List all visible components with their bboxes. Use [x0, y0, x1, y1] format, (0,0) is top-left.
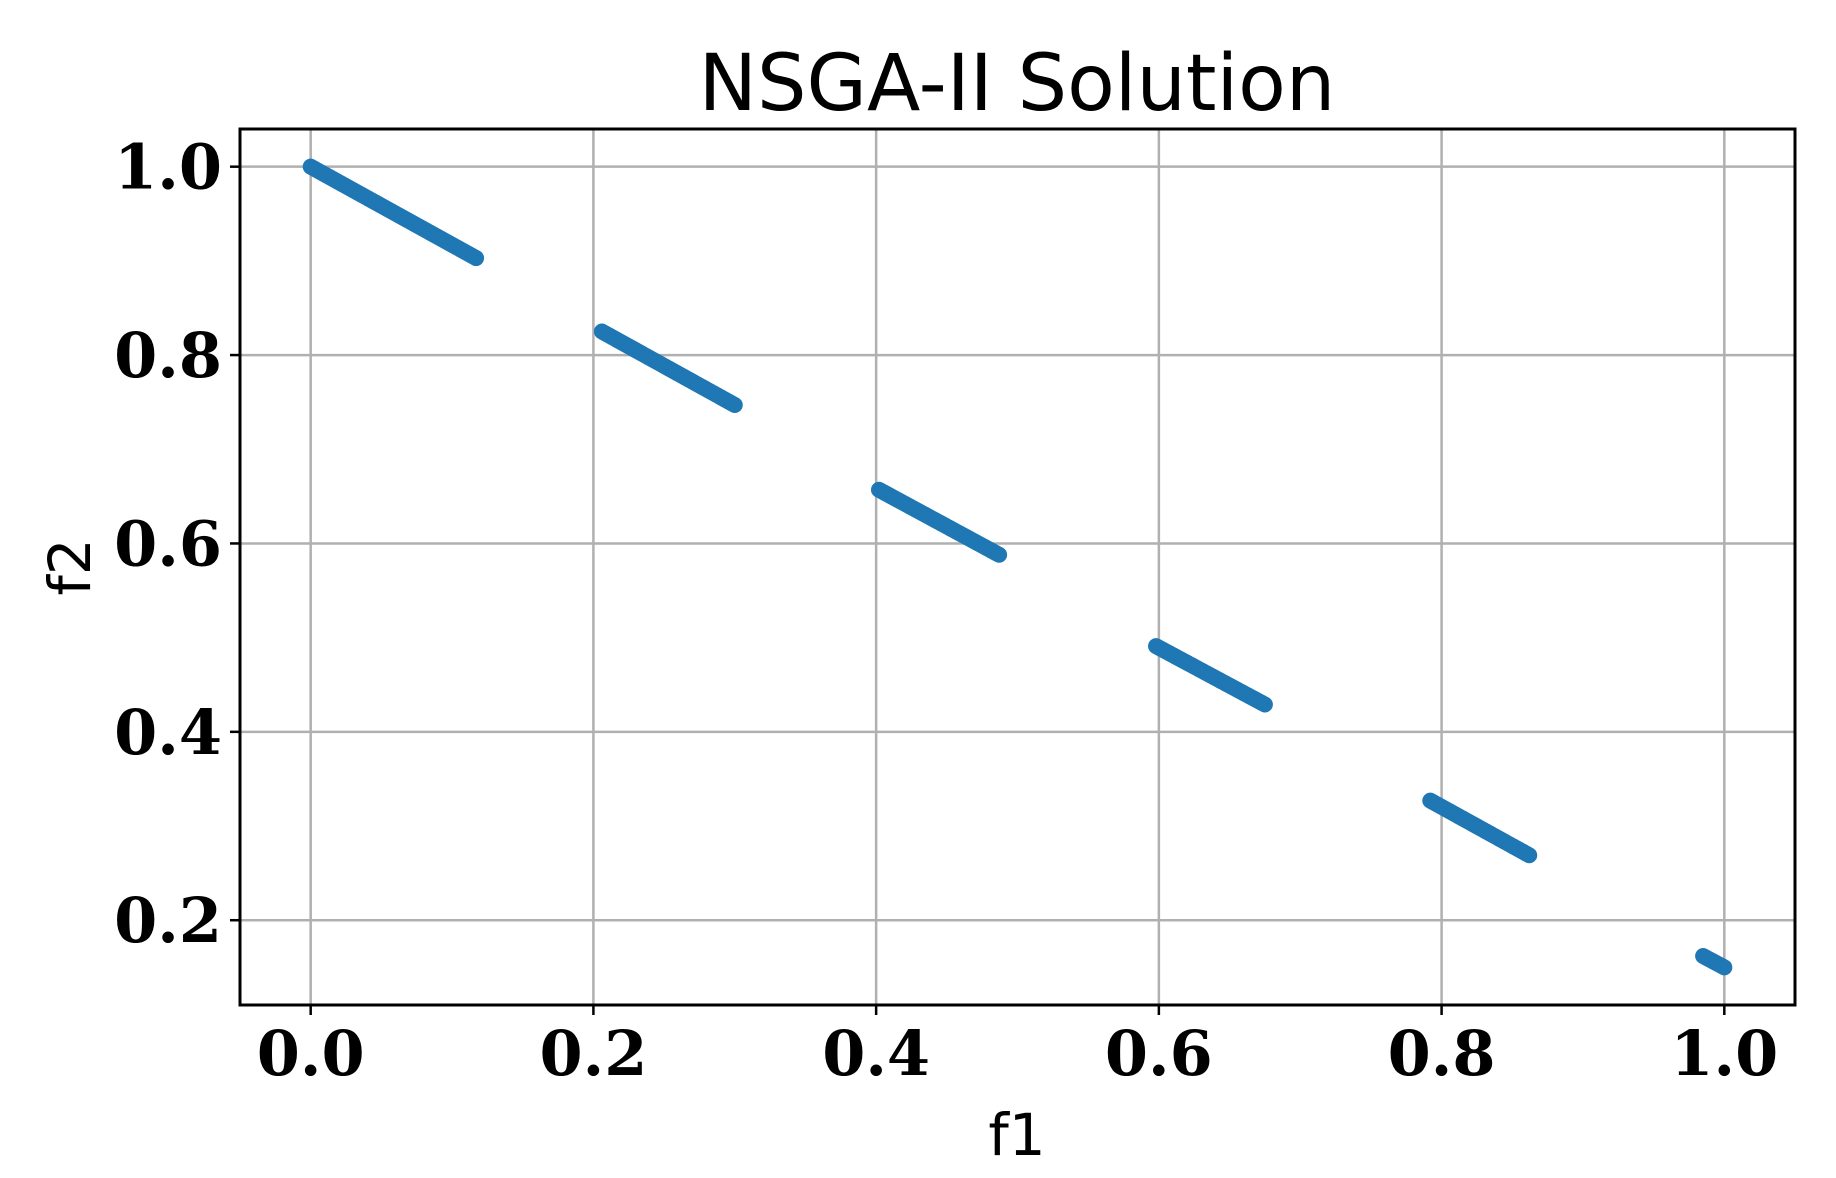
- data-points: [302, 158, 1733, 976]
- y-axis-label: f2: [36, 538, 104, 595]
- x-tick-label: 0.4: [822, 1017, 930, 1090]
- y-tick-label: 0.2: [114, 884, 222, 957]
- y-tick-label: 0.8: [114, 319, 222, 392]
- x-tick-label: 0.8: [1388, 1017, 1496, 1090]
- chart-title: NSGA-II Solution: [699, 39, 1336, 129]
- grid: [240, 129, 1795, 1005]
- data-point: [1716, 959, 1733, 976]
- y-tick-label: 1.0: [114, 131, 222, 204]
- x-tick-label: 1.0: [1670, 1017, 1778, 1090]
- data-point: [468, 250, 485, 267]
- x-tick-label: 0.0: [257, 1017, 365, 1090]
- data-point: [1256, 696, 1273, 713]
- y-tick-labels: 0.2 0.4 0.6 0.8 1.0: [114, 131, 240, 957]
- y-tick-label: 0.4: [114, 696, 222, 769]
- x-tick-labels: 0.0 0.2 0.4 0.6 0.8 1.0: [257, 1005, 1778, 1090]
- data-point: [991, 546, 1008, 563]
- data-point: [1521, 847, 1538, 864]
- x-tick-label: 0.2: [539, 1017, 647, 1090]
- x-axis-label: f1: [988, 1101, 1045, 1169]
- data-point: [726, 396, 743, 413]
- y-tick-label: 0.6: [114, 507, 222, 580]
- plot-frame: [238, 127, 1797, 1007]
- x-tick-label: 0.6: [1105, 1017, 1213, 1090]
